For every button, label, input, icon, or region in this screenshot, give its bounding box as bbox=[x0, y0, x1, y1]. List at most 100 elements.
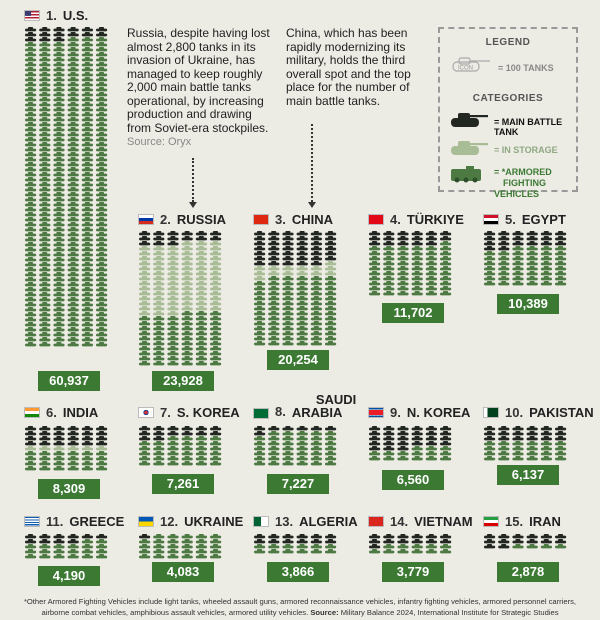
total-badge-pk: 6,137 bbox=[497, 465, 559, 485]
country-name: EGYPT bbox=[521, 212, 566, 227]
afv-icon bbox=[210, 351, 222, 356]
battle-tank-icon bbox=[25, 441, 37, 446]
afv-icon bbox=[25, 466, 37, 471]
afv-icon bbox=[81, 282, 93, 287]
battle-tank-icon bbox=[210, 426, 222, 431]
afv-icon bbox=[254, 341, 266, 346]
battle-tank-icon bbox=[440, 534, 452, 539]
afv-icon bbox=[425, 286, 437, 291]
storage-tank-icon bbox=[139, 276, 151, 281]
afv-icon bbox=[25, 237, 37, 242]
afv-icon bbox=[210, 451, 222, 456]
afv-icon bbox=[540, 271, 552, 276]
battle-tank-icon bbox=[96, 441, 108, 446]
battle-tank-icon bbox=[139, 231, 151, 236]
afv-icon bbox=[397, 549, 409, 554]
battle-tank-icon bbox=[555, 534, 567, 539]
afv-icon bbox=[484, 276, 496, 281]
afv-icon bbox=[210, 341, 222, 346]
afv-icon bbox=[96, 162, 108, 167]
storage-tank-icon bbox=[195, 271, 207, 276]
afv-icon bbox=[195, 321, 207, 326]
battle-tank-icon bbox=[425, 539, 437, 544]
afv-icon bbox=[153, 456, 165, 461]
footer-note: *Other Armored Fighting Vehicles include… bbox=[0, 596, 600, 618]
afv-icon bbox=[39, 57, 51, 62]
afv-icon bbox=[39, 152, 51, 157]
afv-icon bbox=[440, 266, 452, 271]
battle-tank-icon bbox=[181, 231, 193, 236]
russia-annotation-text: Russia, despite having lost almost 2,800… bbox=[127, 26, 270, 135]
battle-tank-icon bbox=[39, 37, 51, 42]
afv-icon bbox=[555, 544, 567, 549]
tank-grid-kp bbox=[369, 426, 452, 461]
afv-icon bbox=[425, 246, 437, 251]
battle-tank-icon bbox=[139, 241, 151, 246]
flag-ir-icon bbox=[483, 516, 499, 527]
legend-in-storage-label: = IN STORAGE bbox=[494, 145, 558, 155]
afv-icon bbox=[96, 549, 108, 554]
battle-tank-icon bbox=[325, 246, 337, 251]
battle-tank-icon bbox=[268, 426, 280, 431]
battle-tank-icon bbox=[254, 261, 266, 266]
afv-icon bbox=[282, 301, 294, 306]
afv-icon bbox=[25, 327, 37, 332]
afv-icon bbox=[53, 132, 65, 137]
afv-icon bbox=[296, 461, 308, 466]
afv-icon bbox=[67, 177, 79, 182]
afv-icon bbox=[53, 242, 65, 247]
afv-icon bbox=[96, 272, 108, 277]
afv-icon bbox=[296, 549, 308, 554]
afv-icon bbox=[139, 544, 151, 549]
battle-tank-icon bbox=[498, 246, 510, 251]
afv-icon bbox=[425, 456, 437, 461]
afv-icon bbox=[96, 77, 108, 82]
afv-icon bbox=[411, 549, 423, 554]
afv-icon bbox=[167, 331, 179, 336]
total-badge-eg: 10,389 bbox=[497, 294, 559, 314]
battle-tank-icon bbox=[25, 539, 37, 544]
afv-icon bbox=[25, 549, 37, 554]
battle-tank-icon bbox=[25, 32, 37, 37]
country-name: S. KOREA bbox=[176, 405, 240, 420]
afv-icon bbox=[397, 286, 409, 291]
battle-tank-icon bbox=[139, 534, 151, 539]
battle-tank-icon bbox=[254, 236, 266, 241]
afv-icon bbox=[81, 72, 93, 77]
battle-tank-icon bbox=[81, 431, 93, 436]
country-rank: 2. bbox=[160, 212, 171, 227]
afv-icon bbox=[53, 554, 65, 559]
battle-tank-icon bbox=[440, 426, 452, 431]
afv-icon bbox=[39, 192, 51, 197]
afv-icon bbox=[411, 286, 423, 291]
afv-icon bbox=[310, 446, 322, 451]
battle-tank-icon bbox=[526, 241, 538, 246]
country-rank: 13. bbox=[275, 514, 294, 529]
battle-tank-icon bbox=[282, 539, 294, 544]
storage-tank-icon bbox=[139, 296, 151, 301]
battle-tank-icon bbox=[296, 534, 308, 539]
afv-icon bbox=[53, 82, 65, 87]
storage-tank-icon bbox=[195, 266, 207, 271]
afv-icon bbox=[310, 341, 322, 346]
afv-icon bbox=[555, 276, 567, 281]
country-name: SAUDI ARABIA bbox=[291, 392, 357, 420]
country-name: INDIA bbox=[62, 405, 99, 420]
storage-tank-icon bbox=[282, 266, 294, 271]
afv-icon bbox=[411, 291, 423, 296]
legend-categories-title: CATEGORIES bbox=[472, 93, 544, 104]
afv-icon bbox=[195, 326, 207, 331]
afv-icon bbox=[96, 451, 108, 456]
country-rank: 15. bbox=[505, 514, 524, 529]
battle-tank-icon bbox=[296, 236, 308, 241]
afv-icon bbox=[67, 267, 79, 272]
afv-icon bbox=[39, 232, 51, 237]
afv-icon bbox=[67, 257, 79, 262]
storage-tank-icon bbox=[181, 266, 193, 271]
afv-icon bbox=[397, 291, 409, 296]
afv-icon bbox=[53, 112, 65, 117]
afv-icon bbox=[96, 317, 108, 322]
afv-icon bbox=[81, 132, 93, 137]
storage-tank-icon bbox=[325, 266, 337, 271]
afv-icon bbox=[81, 267, 93, 272]
